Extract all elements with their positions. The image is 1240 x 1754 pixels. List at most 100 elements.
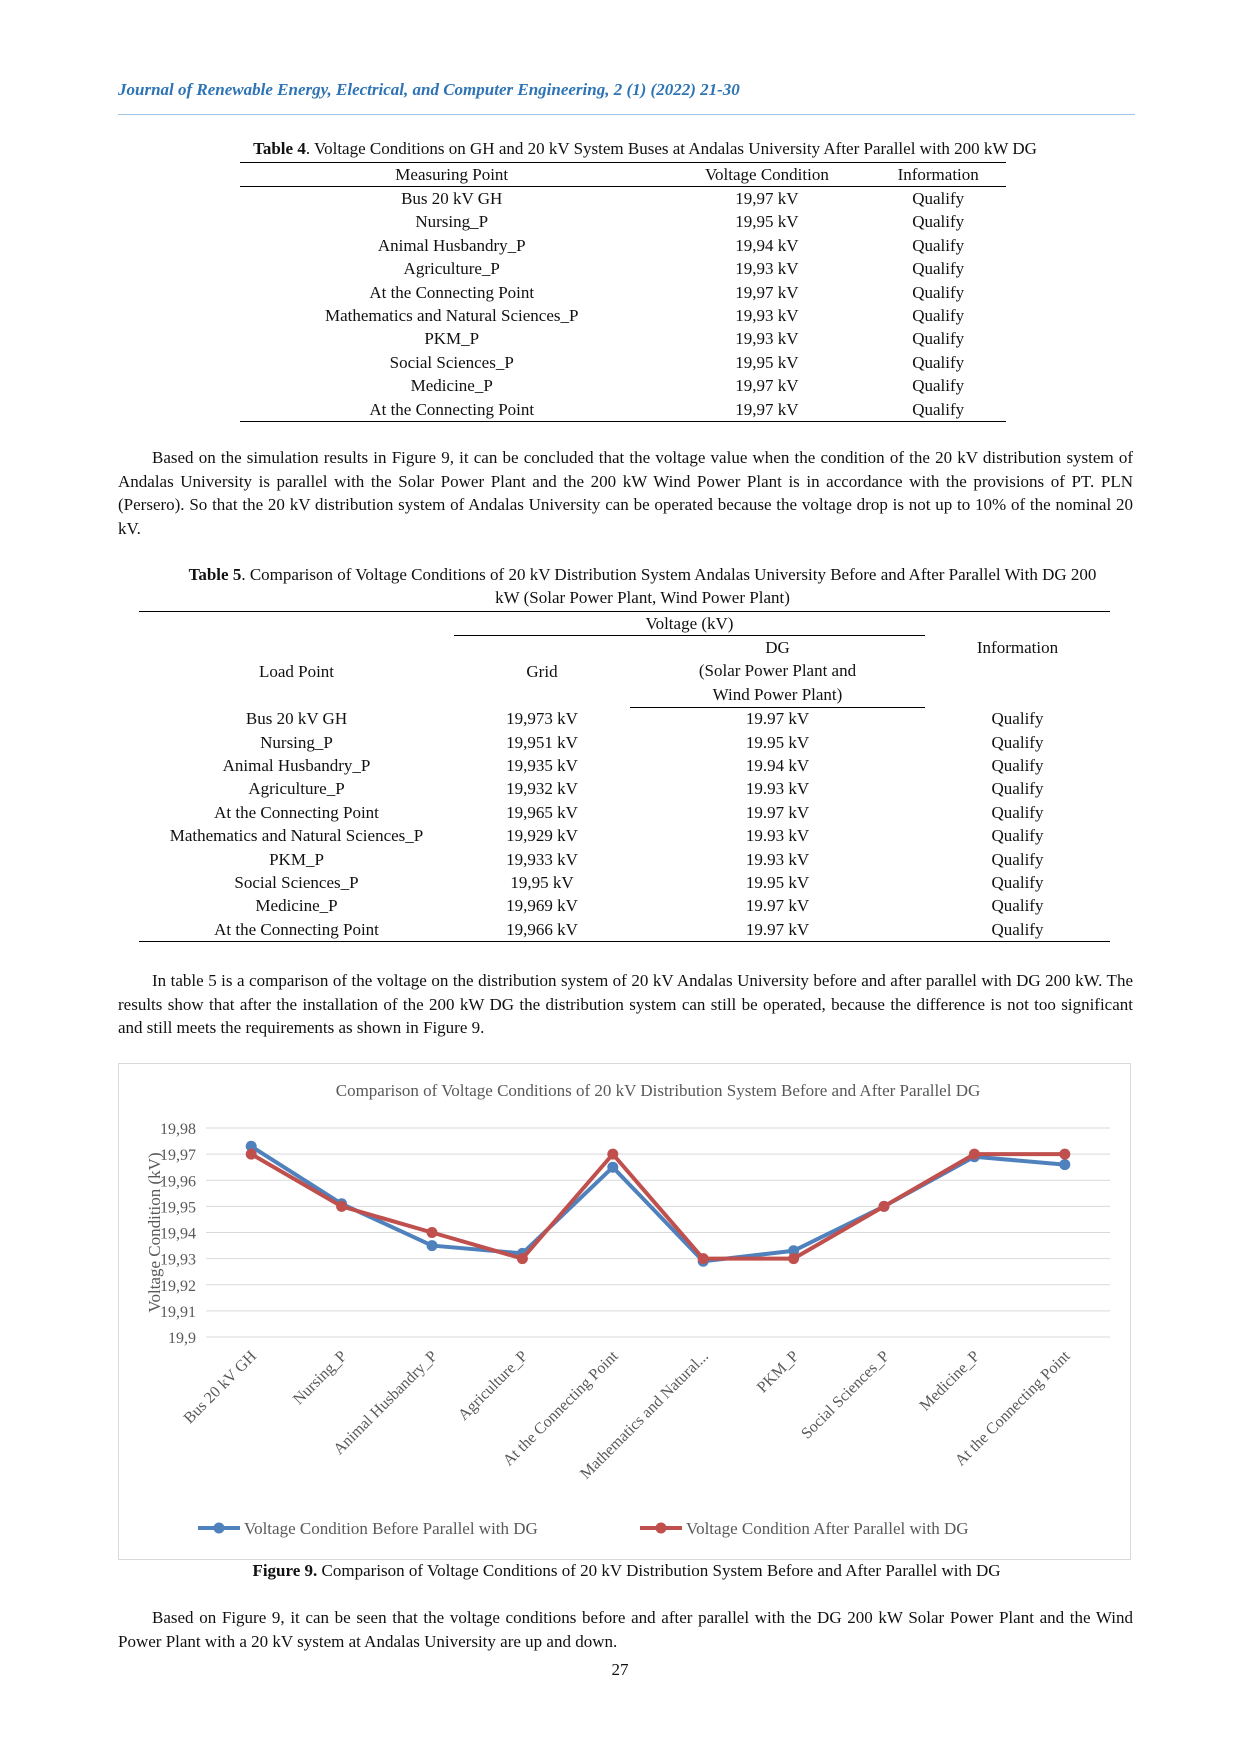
table-cell: Medicine_P: [255, 896, 338, 916]
table-cell: Social Sciences_P: [389, 352, 514, 372]
table-cell: At the Connecting Point: [369, 282, 535, 302]
table-cell: 19,929 kV: [506, 826, 578, 846]
table-cell: Qualify: [912, 306, 965, 326]
table-row: Social Sciences_P 19,95 kV 19.95 kV Qualify: [139, 871, 1110, 894]
table-cell: Qualify: [991, 849, 1044, 869]
table-cell: Medicine_P: [410, 376, 493, 396]
table-cell: 19,97 kV: [735, 282, 799, 302]
data-point: [336, 1200, 348, 1212]
y-tick-label: 19,95: [160, 1199, 196, 1216]
journal-header: Journal of Renewable Energy, Electrical,…: [118, 80, 740, 99]
header-row: Measuring Point Voltage Condition Informat…: [240, 162, 1006, 188]
page-number: 27: [611, 1660, 629, 1679]
table-cell: Qualify: [991, 826, 1044, 846]
header-row: (Solar Power Plant and: [139, 660, 1110, 683]
table-cell: Qualify: [991, 896, 1044, 916]
header-cell: DG: [765, 638, 790, 658]
table: Measuring Point Voltage Condition Informat…: [240, 162, 1006, 423]
header-cell: Wind Power Plant): [630, 683, 925, 708]
table-cell: Qualify: [991, 872, 1044, 892]
table-cell: 19,951 kV: [506, 732, 578, 752]
table-cell: Qualify: [991, 802, 1044, 822]
table-cell: 19,97 kV: [735, 399, 799, 419]
paragraph: Based on the simulation results in Figur…: [118, 448, 1133, 538]
table-row: Mathematics and Natural Sciences_P 19,93 …: [240, 304, 1006, 327]
data-point: [516, 1253, 528, 1265]
table-cell: Nursing_P: [415, 212, 489, 232]
table-cell: At the Connecting Point: [214, 802, 379, 822]
header-cell: Voltage (kV): [454, 611, 925, 637]
table-cell: At the Connecting Point: [214, 919, 379, 939]
table-caption: Table 5. Comparison of Voltage Condition…: [180, 563, 1105, 609]
table-row: Animal Husbandry_P 19,935 kV 19.94 kV Quali…: [139, 754, 1110, 777]
table-cell: 19,94 kV: [735, 235, 799, 255]
table-cell: Qualify: [991, 779, 1044, 799]
data-point: [245, 1140, 257, 1152]
y-tick-label: 19,98: [160, 1121, 196, 1138]
table-row: At the Connecting Point 19,97 kV Qualify: [240, 281, 1006, 304]
table-row: Medicine_P 19,97 kV Qualify: [240, 375, 1006, 398]
paragraph: In table 5 is a comparison of the voltag…: [118, 971, 1133, 1037]
data-point: [968, 1148, 980, 1160]
paragraph: Based on Figure 9, it can be seen that t…: [118, 1608, 1133, 1651]
table-row: Animal Husbandry_P 19,94 kV Qualify: [240, 234, 1006, 257]
table-cell: Agriculture_P: [248, 779, 345, 799]
table-cell: 19.93 kV: [745, 826, 810, 846]
table-cell: 19,93 kV: [735, 306, 799, 326]
table-cell: 19,95 kV: [735, 352, 799, 372]
table-cell: Qualify: [912, 282, 965, 302]
table-cell: At the Connecting Point: [369, 399, 535, 419]
table-cell: 19,97 kV: [735, 189, 799, 209]
table-cell: 19.95 kV: [745, 732, 810, 752]
data-point: [607, 1148, 619, 1160]
table-row: At the Connecting Point 19,965 kV 19.97 kV…: [139, 801, 1110, 824]
header-row: Load Point Voltage (kV) Information: [139, 611, 1110, 681]
table-row: Nursing_P 19,95 kV Qualify: [240, 211, 1006, 234]
table-cell: Bus 20 kV GH: [401, 189, 503, 209]
table-cell: 19.95 kV: [745, 872, 810, 892]
y-tick-label: 19,96: [160, 1173, 196, 1190]
table-row: Nursing_P 19,951 kV 19.95 kV Qualify: [139, 731, 1110, 754]
header-rule: [118, 114, 1135, 115]
data-point: [1059, 1148, 1071, 1160]
data-point: [426, 1227, 438, 1238]
y-tick-label: 19,97: [160, 1147, 196, 1164]
data-point: [426, 1240, 438, 1252]
y-tick-label: 19,91: [160, 1304, 196, 1321]
table-cell: Qualify: [991, 709, 1044, 728]
table-cell: PKM_P: [424, 329, 480, 349]
table-cell: 19.97 kV: [745, 802, 810, 822]
table-cell: Mathematics and Natural Sciences_P: [324, 306, 579, 326]
header-row: Wind Power Plant): [139, 683, 1110, 708]
header-row: Grid DG: [139, 636, 1110, 681]
data-point: [878, 1200, 890, 1212]
table-cell: Social Sciences_P: [234, 872, 359, 892]
y-tick-label: 19,93: [160, 1252, 196, 1269]
table-cell: 19,932 kV: [506, 779, 578, 799]
table-cell: 19.93 kV: [745, 849, 810, 869]
header-cell: Measuring Point: [240, 162, 664, 188]
table-row: Medicine_P 19,969 kV 19.97 kV Qualify: [139, 895, 1110, 918]
table-cell: 19.94 kV: [745, 756, 810, 776]
table-cell: Qualify: [912, 329, 965, 349]
table-cell: Nursing_P: [260, 732, 333, 752]
legend-label: Voltage Condition Before Parallel with D…: [244, 1519, 538, 1538]
header-cell: Voltage Condition: [663, 162, 871, 188]
data-point: [1059, 1159, 1071, 1171]
table-row: Mathematics and Natural Sciences_P 19,929…: [139, 825, 1110, 848]
chart-title: Comparison of Voltage Conditions of 20 k…: [336, 1081, 981, 1100]
table-row: PKM_P 19,933 kV 19.93 kV Qualify: [139, 848, 1110, 871]
table-cell: 19,969 kV: [506, 896, 578, 916]
header-cell: Information: [870, 162, 1006, 188]
header-cell: Grid: [526, 661, 558, 681]
table-cell: 19,95 kV: [510, 872, 574, 892]
table-cell: 19,95 kV: [735, 212, 799, 232]
series-line: [250, 1152, 1065, 1261]
table-row: Agriculture_P 19,932 kV 19.93 kV Qualify: [139, 778, 1110, 801]
table-row: PKM_P 19,93 kV Qualify: [240, 328, 1006, 351]
data-point: [607, 1161, 619, 1173]
header-cell: Load Point: [258, 662, 335, 682]
caption-text: . Voltage Conditions on GH and 20 kV Sys…: [305, 139, 1037, 158]
table-cell: Qualify: [912, 376, 965, 396]
